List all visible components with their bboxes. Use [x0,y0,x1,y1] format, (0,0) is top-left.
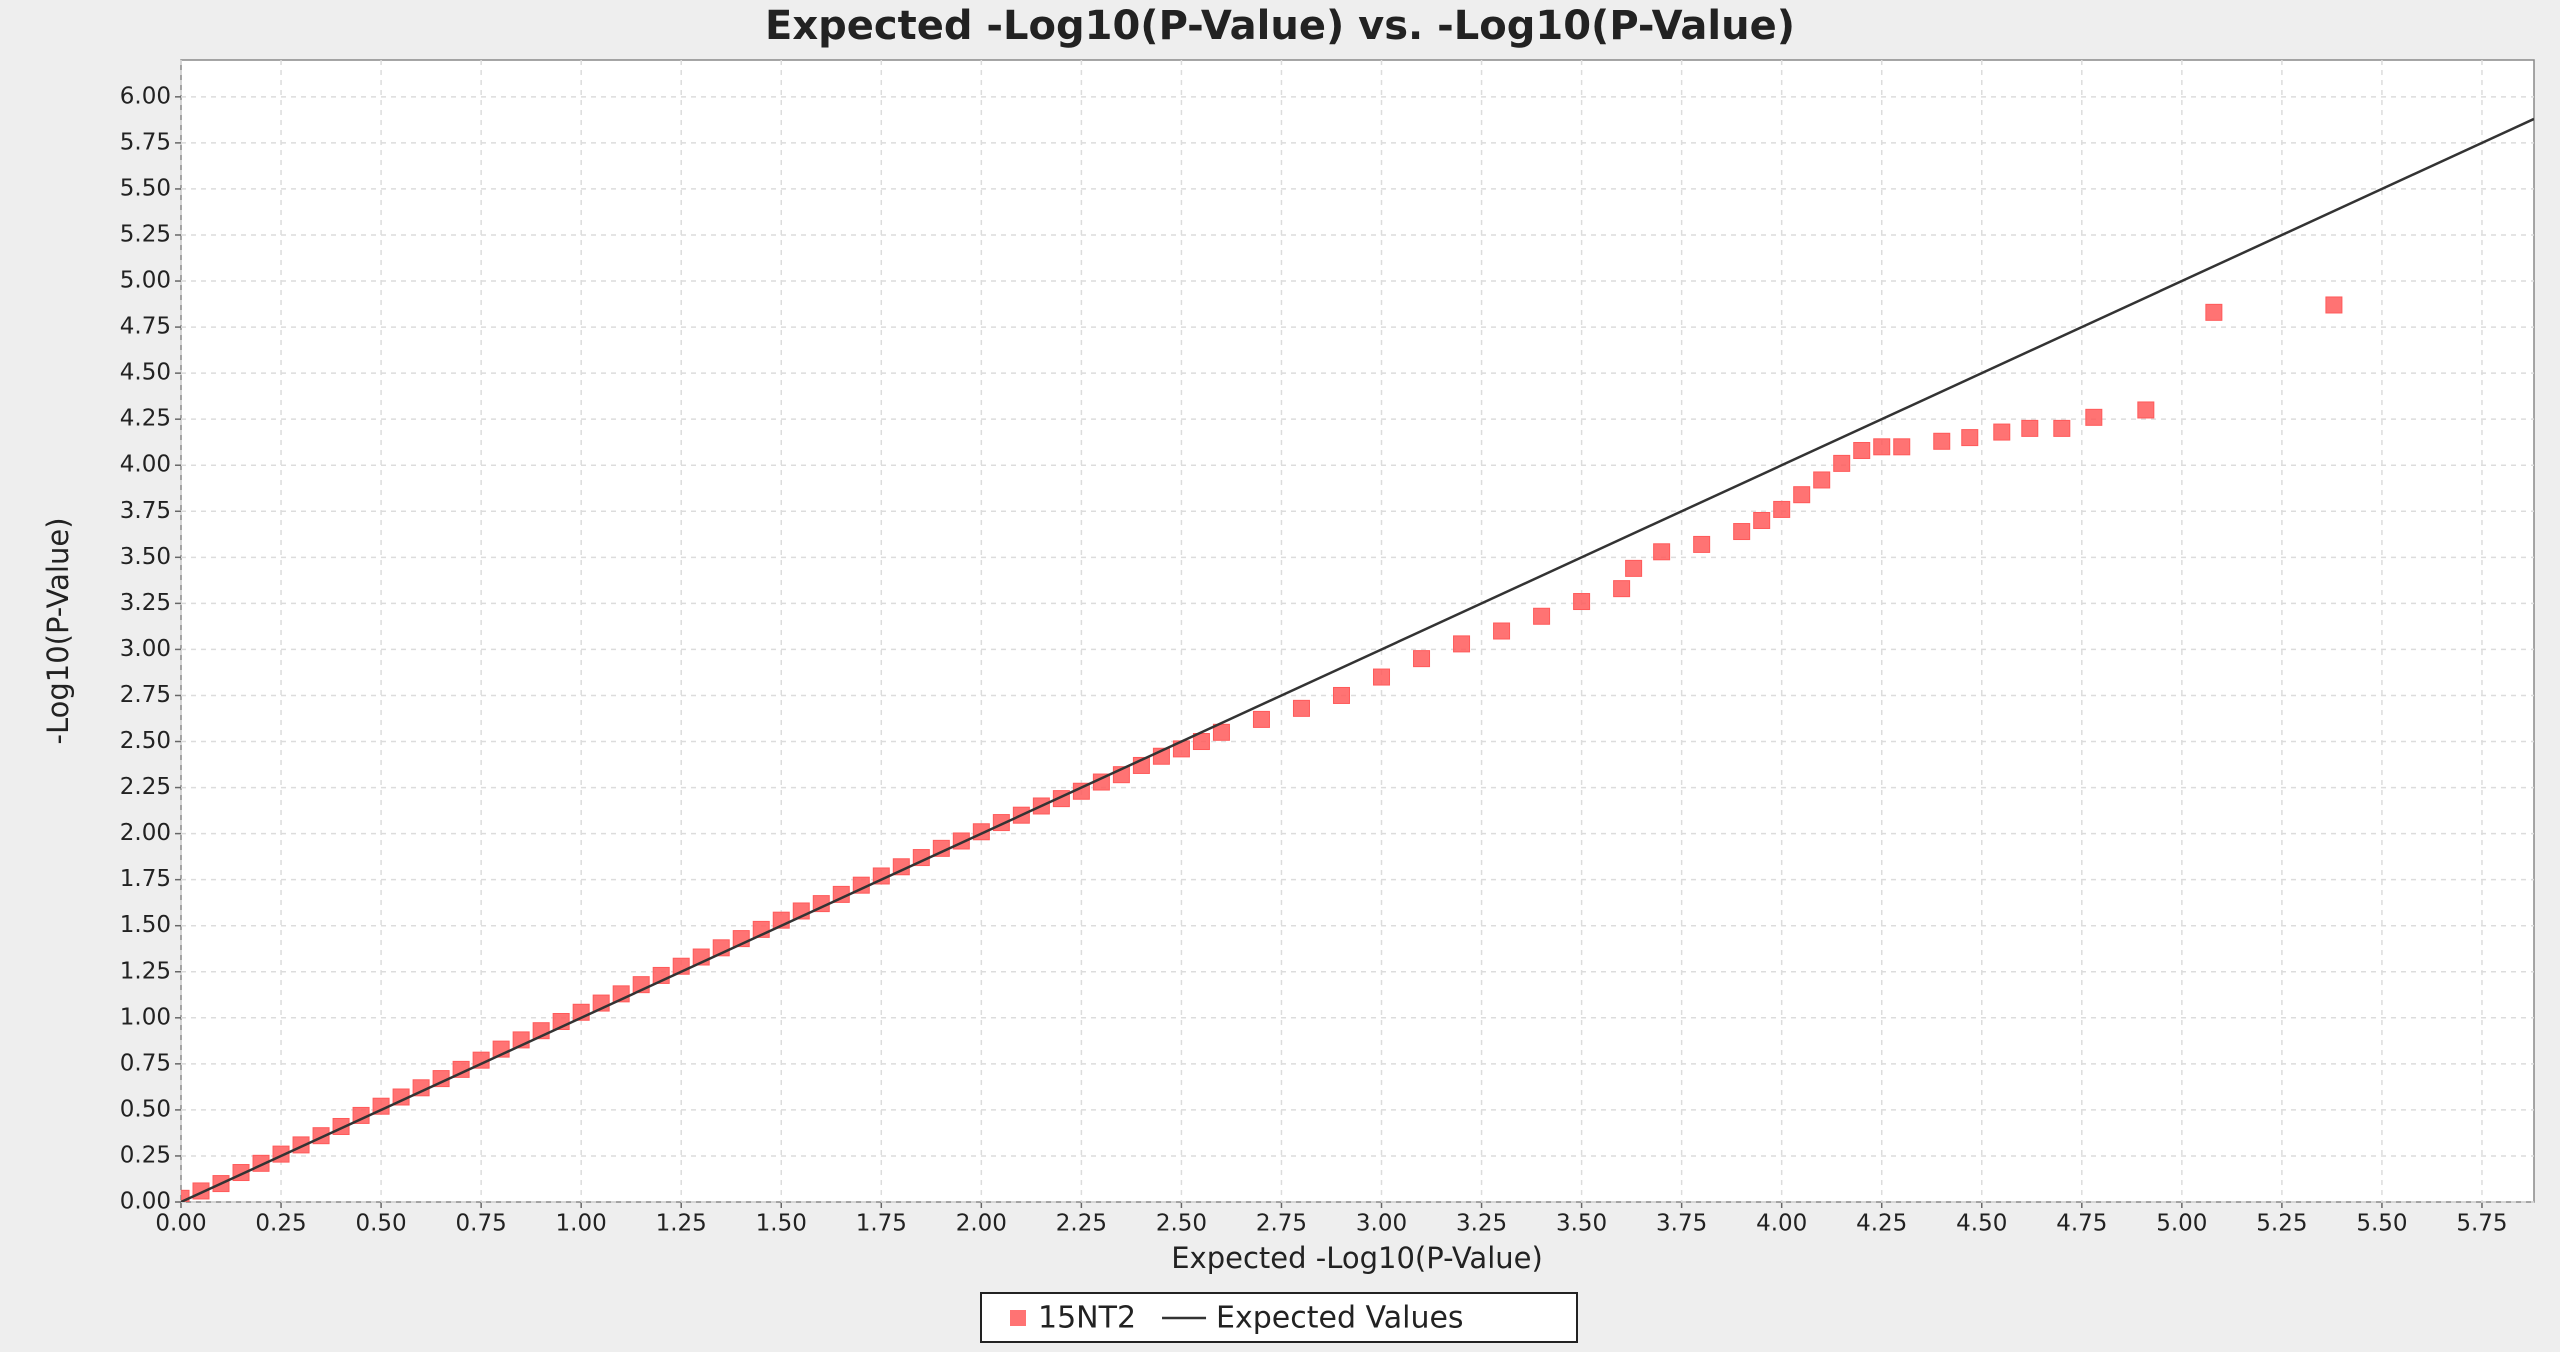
x-tick-label: 1.50 [756,1211,807,1237]
y-tick-label: 5.75 [120,129,171,155]
x-tick-label: 2.75 [1256,1211,1307,1237]
x-tick-label: 1.00 [556,1211,607,1237]
point [2325,296,2343,314]
y-tick-label: 1.25 [120,958,171,984]
point [1993,423,2011,441]
y-tick-label: 1.75 [120,866,171,892]
point [1933,432,1951,450]
point [1653,543,1671,561]
y-tick-label: 1.00 [120,1004,171,1030]
x-tick-label: 0.75 [456,1211,507,1237]
point [1413,650,1431,668]
legend-label: Expected Values [1216,1301,1464,1336]
legend-marker [1010,1310,1026,1326]
x-tick-label: 4.25 [1856,1211,1907,1237]
x-tick-label: 0.25 [255,1211,306,1237]
x-tick-label: 5.25 [2256,1211,2307,1237]
point [1373,668,1391,686]
y-tick-label: 4.25 [120,406,171,432]
point [1252,710,1270,728]
x-axis-label: Expected -Log10(P-Value) [1171,1241,1543,1275]
y-tick-label: 3.25 [120,590,171,616]
grid: 0.00 0.25 0.50 0.75 1.00 1.25 1.50 1.75 2.00 2.25… [120,60,2534,1237]
point [1573,593,1591,611]
x-tick-label: 1.25 [656,1211,707,1237]
point [1533,607,1551,625]
y-tick-label: 5.00 [120,268,171,294]
y-tick-label: 0.75 [120,1050,171,1076]
x-tick-label: 3.00 [1356,1211,1407,1237]
x-tick-label: 0.50 [355,1211,406,1237]
point [1813,471,1831,489]
point [1493,622,1511,640]
x-tick-label: 2.25 [1056,1211,1107,1237]
point [1292,699,1310,717]
point [1753,511,1771,529]
y-tick-label: 6.00 [120,83,171,109]
x-tick-label: 5.00 [2156,1211,2207,1237]
point [1332,686,1350,704]
point [2021,419,2039,437]
point [2205,303,2223,321]
line [181,117,2534,1202]
point [2137,401,2155,419]
y-tick-label: 1.50 [120,912,171,938]
y-tick-label: 0.50 [120,1096,171,1122]
point [1893,438,1911,456]
point [1853,441,1871,459]
point [1693,535,1711,553]
y-axis-label: -Log10(P-Value) [41,517,75,744]
x-tick-label: 1.75 [856,1211,907,1237]
point [1453,635,1471,653]
y-tick-label: 0.25 [120,1142,171,1168]
point [2053,419,2071,437]
chart-title: Expected -Log10(P-Value) vs. -Log10(P-Va… [765,3,1795,49]
x-tick-label: 4.75 [2056,1211,2107,1237]
point [1833,454,1851,472]
y-tick-label: 5.50 [120,175,171,201]
x-tick-label: 3.75 [1656,1211,1707,1237]
point [1613,580,1631,598]
point [1793,486,1811,504]
legend-box [980,1292,1578,1343]
y-tick-label: 2.75 [120,682,171,708]
y-tick-label: 5.25 [120,221,171,247]
x-tick-label: 5.50 [2356,1211,2407,1237]
marks [181,117,2534,1202]
point [1773,500,1791,518]
x-tick-label: 0.00 [155,1211,206,1237]
y-tick-label: 2.00 [120,820,171,846]
x-tick-label: 2.50 [1156,1211,1207,1237]
x-tick-label: 4.00 [1756,1211,1807,1237]
y-tick-label: 4.50 [120,360,171,386]
y-tick-label: 2.25 [120,774,171,800]
x-tick-label: 5.75 [2456,1211,2507,1237]
legend: 15NT2 Expected Values [1010,1301,1464,1336]
legend-label: 15NT2 [1038,1301,1136,1336]
x-tick-label: 3.50 [1556,1211,1607,1237]
point [1961,429,1979,447]
y-tick-label: 3.00 [120,636,171,662]
x-tick-label: 3.25 [1456,1211,1507,1237]
y-tick-label: 4.75 [120,314,171,340]
point [1625,559,1643,577]
x-tick-label: 4.50 [1956,1211,2007,1237]
y-tick-label: 3.75 [120,498,171,524]
y-tick-label: 0.00 [120,1189,171,1215]
point [2085,408,2103,426]
y-tick-label: 2.50 [120,728,171,754]
point [1873,438,1891,456]
y-tick-label: 3.50 [120,544,171,570]
x-tick-label: 2.00 [956,1211,1007,1237]
point [1733,523,1751,541]
y-tick-label: 4.00 [120,452,171,478]
